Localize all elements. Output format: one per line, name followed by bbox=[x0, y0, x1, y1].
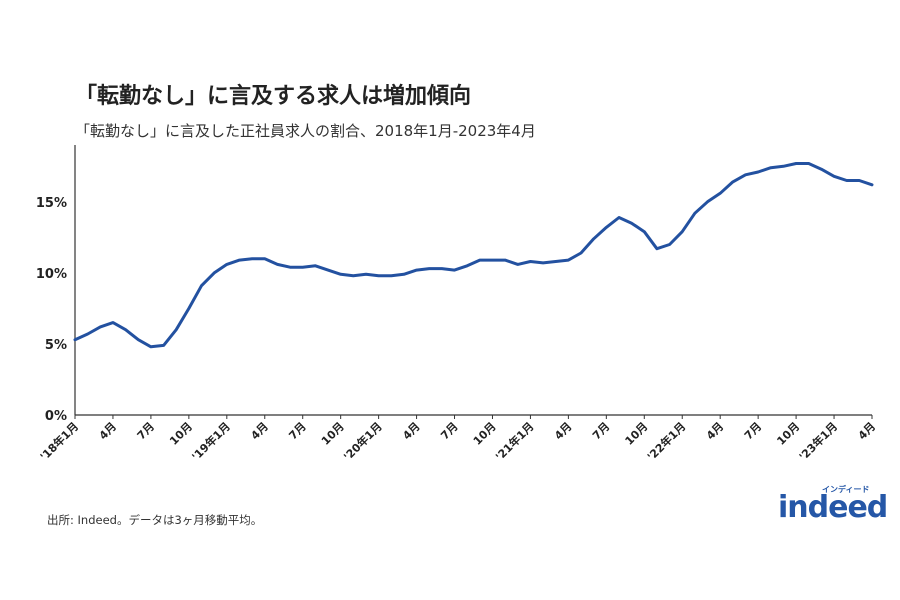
x-tick-label: 10月 bbox=[167, 420, 195, 448]
x-tick-label: 4月 bbox=[97, 420, 119, 442]
x-tick-label: 7月 bbox=[438, 420, 460, 442]
x-axis-ticks: '18年1月 4月 7月 10月'19年1月 4月 7月 10月'20年1月 4月 7月 10月'… bbox=[37, 415, 878, 463]
x-tick-label: 10月 bbox=[319, 420, 347, 448]
x-tick-label: 7月 bbox=[590, 420, 612, 442]
indeed-logo: インディード indeed bbox=[760, 485, 888, 528]
x-tick-label: '22年1月 bbox=[644, 419, 688, 463]
chart-title: 「転勤なし」に言及する求人は増加傾向 bbox=[75, 84, 472, 109]
x-tick-label: 10月 bbox=[774, 420, 802, 448]
y-tick-label: 0% bbox=[45, 409, 67, 424]
source-note: 出所: Indeed。データは3ヶ月移動平均。 bbox=[47, 513, 263, 527]
y-axis-ticks: 0% 5% 10% 15% bbox=[36, 196, 67, 424]
series-group bbox=[73, 162, 874, 349]
x-tick-label: '23年1月 bbox=[796, 419, 840, 463]
x-tick-label: 4月 bbox=[856, 420, 878, 442]
x-tick-label: 4月 bbox=[704, 420, 726, 442]
x-tick-label: 7月 bbox=[286, 420, 308, 442]
x-tick-label: '18年1月 bbox=[37, 419, 81, 463]
x-tick-label: 4月 bbox=[248, 420, 270, 442]
x-tick-label: 10月 bbox=[471, 420, 499, 448]
logo-kana: インディード bbox=[822, 485, 870, 494]
y-tick-label: 15% bbox=[36, 196, 67, 211]
x-tick-label: '19年1月 bbox=[189, 419, 233, 463]
x-tick-label: 4月 bbox=[552, 420, 574, 442]
x-tick-label: 7月 bbox=[742, 420, 764, 442]
y-tick-label: 10% bbox=[36, 267, 67, 282]
x-tick-label: '21年1月 bbox=[492, 419, 536, 463]
x-tick-label: 10月 bbox=[623, 420, 651, 448]
y-tick-label: 5% bbox=[45, 338, 67, 353]
series-line bbox=[73, 162, 874, 349]
logo-wordmark: indeed bbox=[778, 490, 888, 525]
x-tick-label: '20年1月 bbox=[341, 419, 385, 463]
chart-subtitle: 「転勤なし」に言及した正社員求人の割合、2018年1月-2023年4月 bbox=[75, 122, 536, 140]
x-tick-label: 4月 bbox=[400, 420, 422, 442]
x-tick-label: 7月 bbox=[135, 420, 157, 442]
